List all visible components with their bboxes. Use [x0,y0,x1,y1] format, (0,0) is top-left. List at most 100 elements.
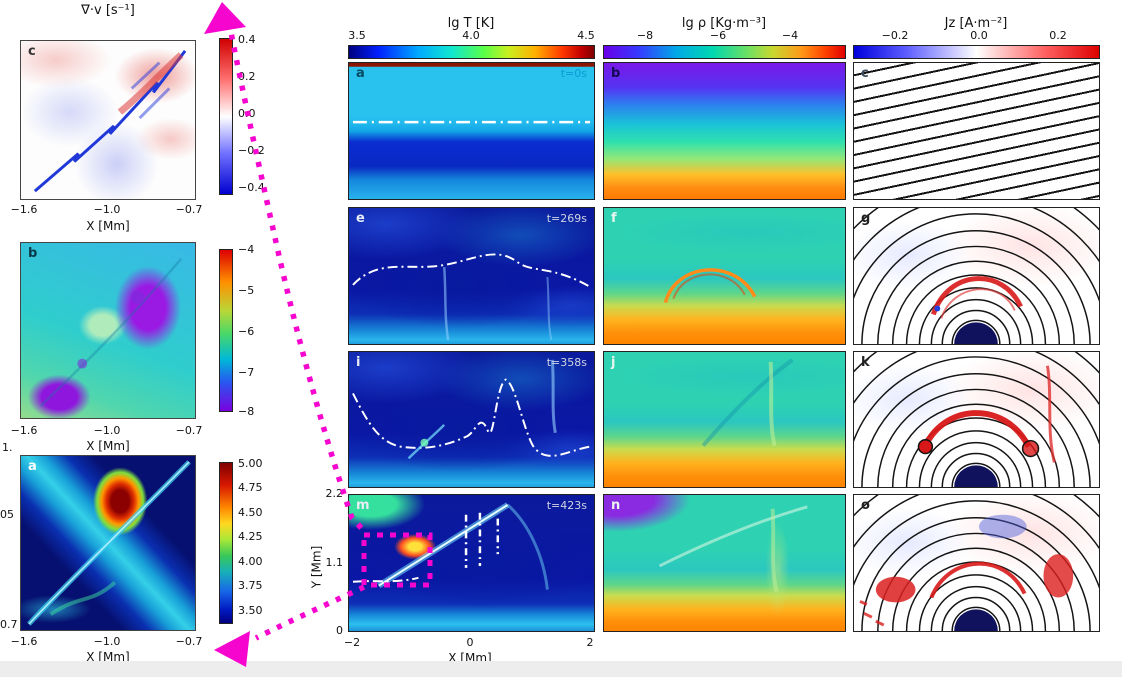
panel-letter: e [356,211,365,226]
panel-letter: a [356,66,365,81]
cbar-tick: 0.2 [1049,29,1067,42]
cbar-tick: −5 [238,284,255,297]
cbar-tick: −6 [709,29,727,42]
panel-letter: a [28,459,37,474]
y-axis-label: Y [Mm] [309,545,324,589]
x-tick: −1.6 [10,203,38,216]
panel-lgT-t0: a t=0s [348,62,595,200]
cbar-tick: −0.2 [881,29,909,42]
y-tick-fragment: 05 [0,508,14,521]
panel-letter: o [861,498,870,513]
beta1-contour [352,359,591,460]
cbar-tick: −6 [238,325,255,338]
cbar-tick: 0.4 [238,33,256,46]
x-tick: 2 [586,636,594,649]
panel-lgT-t423: m t=423s [348,494,595,632]
colorbar-title-lgT: lg T [K] [447,16,495,31]
x-axis-label: X [Mm] [86,439,130,453]
cbar-tick: −8 [636,29,654,42]
cbar-tick: 5.00 [238,457,263,470]
panel-lgrho-t423: n [603,494,846,632]
panel-jz-t423: o [853,494,1100,632]
cbar-tick: −0.2 [238,144,265,157]
x-tick: −1.6 [10,635,38,648]
cbar-tick: −4 [781,29,799,42]
cbar-tick: 0.2 [238,70,256,83]
time-label: t=423s [546,499,587,512]
panel-letter: n [611,498,621,513]
panel-lgrho-t269: f [603,207,846,345]
density-loop-art [663,268,757,304]
colorbar-temp-zoom [219,462,233,624]
panel-letter: b [28,246,38,261]
x-tick: −1.6 [10,424,38,437]
panel-letter: c [861,66,869,81]
cbar-tick: 4.5 [577,29,595,42]
cbar-tick: 0.0 [970,29,988,42]
fieldlines-art [854,495,1099,631]
cbar-tick: 3.50 [238,604,263,617]
panel-letter: f [611,211,617,226]
cbar-tick: −0.4 [238,181,265,194]
fieldlines-art [854,208,1099,344]
panel-lgT-t269: e t=269s [348,207,595,345]
x-tick: −0.7 [175,635,203,648]
density-streak-art [658,505,808,593]
divv-current-sheet-art [33,49,187,193]
colorbar-lgT [348,45,595,59]
beta1-contour [352,502,549,590]
beta1-contour [352,253,591,341]
panel-lgrho-t0: b [603,62,846,200]
cbar-tick: −4 [238,243,255,256]
rho-plasmoid-art [39,258,183,408]
cbar-tick: 4.00 [238,555,263,568]
density-streak-art [701,358,794,447]
cbar-tick: 0.0 [238,107,256,120]
cbar-tick: 4.75 [238,481,263,494]
panel-jz-t358: k [853,351,1100,488]
y-tick: 0 [336,624,343,637]
cbar-tick: 4.0 [462,29,480,42]
colorbar-lgrho [603,45,846,59]
fieldlines-art [854,352,1099,487]
x-tick: −0.7 [175,203,203,216]
zoom-panel-rho: b [20,242,196,419]
colorbar-jz [853,45,1100,59]
colorbar-title-jz: Jz [A·m⁻²] [944,16,1008,31]
cbar-tick: −8 [238,405,255,418]
colorbar-title-lgrho: lg ρ [Kg·m⁻³] [681,16,767,31]
x-axis-label: X [Mm] [86,650,130,664]
panel-letter: g [861,211,871,226]
cbar-tick: 4.25 [238,530,263,543]
panel-letter: m [356,498,370,513]
panel-lgrho-t358: j [603,351,846,488]
temp-jet-art [27,460,191,626]
y-tick-fragment: 0.7 [0,618,18,631]
panel-letter: i [356,355,361,370]
cbar-tick: 3.75 [238,579,263,592]
time-label: t=0s [560,67,587,80]
y-tick-fragment: 1. [2,441,13,454]
cbar-tick: 3.5 [348,29,366,42]
panel-letter: k [861,355,870,370]
cbar-tick: 4.50 [238,506,263,519]
colorbar-rho-zoom [219,249,233,412]
zoom-panel-divv: c [20,40,196,200]
time-label: t=269s [546,212,587,225]
x-tick: −2 [343,636,361,649]
beta1-contour [352,120,591,124]
panel-lgT-t358: i t=358s [348,351,595,488]
cbar-tick: −7 [238,366,255,379]
zoom-panel-temp: a [20,455,196,631]
panel-letter: j [611,355,616,370]
x-tick: −1.0 [93,635,121,648]
x-tick: 0 [466,636,474,649]
x-tick: −1.0 [93,203,121,216]
panel-jz-t0: c [853,62,1100,200]
divv-title: ∇·v [s⁻¹] [81,3,135,18]
bottom-margin-strip [0,661,1122,677]
colorbar-divv [219,38,233,195]
panel-letter: b [611,66,621,81]
arrowhead-up-icon [204,2,246,34]
